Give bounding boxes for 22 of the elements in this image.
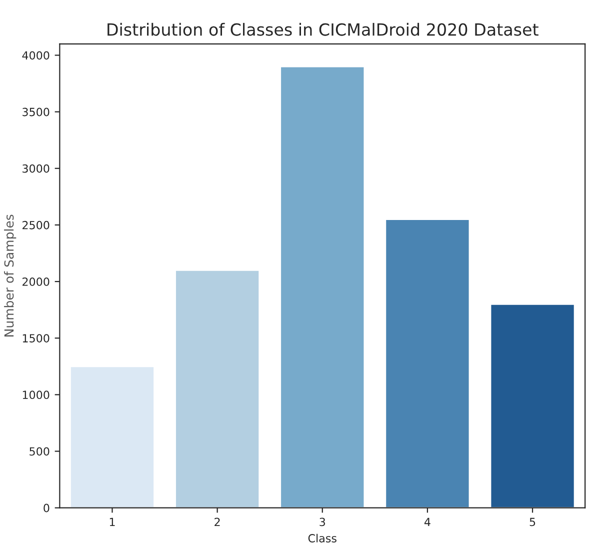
- x-axis-title: Class: [308, 534, 336, 542]
- x-tick-label: 5: [530, 518, 536, 526]
- y-tick-label: 1000: [22, 390, 50, 400]
- y-tick-label: 3500: [22, 108, 50, 116]
- bar: [280, 66, 366, 508]
- chart-title: Distribution of Classes in CICMalDroid 2020 Dataset: [108, 22, 538, 36]
- y-axis-title: Number of Samples: [4, 214, 16, 336]
- y-tick-label: 4000: [22, 51, 50, 60]
- bar: [384, 218, 470, 508]
- x-tick-label: 3: [320, 518, 326, 526]
- y-tick-label: 3000: [22, 164, 50, 173]
- bar: [490, 303, 576, 508]
- bar: [70, 366, 155, 508]
- y-tick-label: 0: [44, 504, 50, 512]
- y-tick-label: 1500: [22, 334, 50, 342]
- x-tick-label: 2: [214, 518, 220, 526]
- x-tick-label: 1: [110, 518, 115, 526]
- y-tick-label: 2000: [22, 278, 50, 286]
- y-tick-label: 2500: [22, 220, 50, 230]
- bar: [174, 270, 260, 508]
- y-tick-label: 500: [30, 447, 50, 456]
- x-tick-label: 4: [424, 518, 430, 526]
